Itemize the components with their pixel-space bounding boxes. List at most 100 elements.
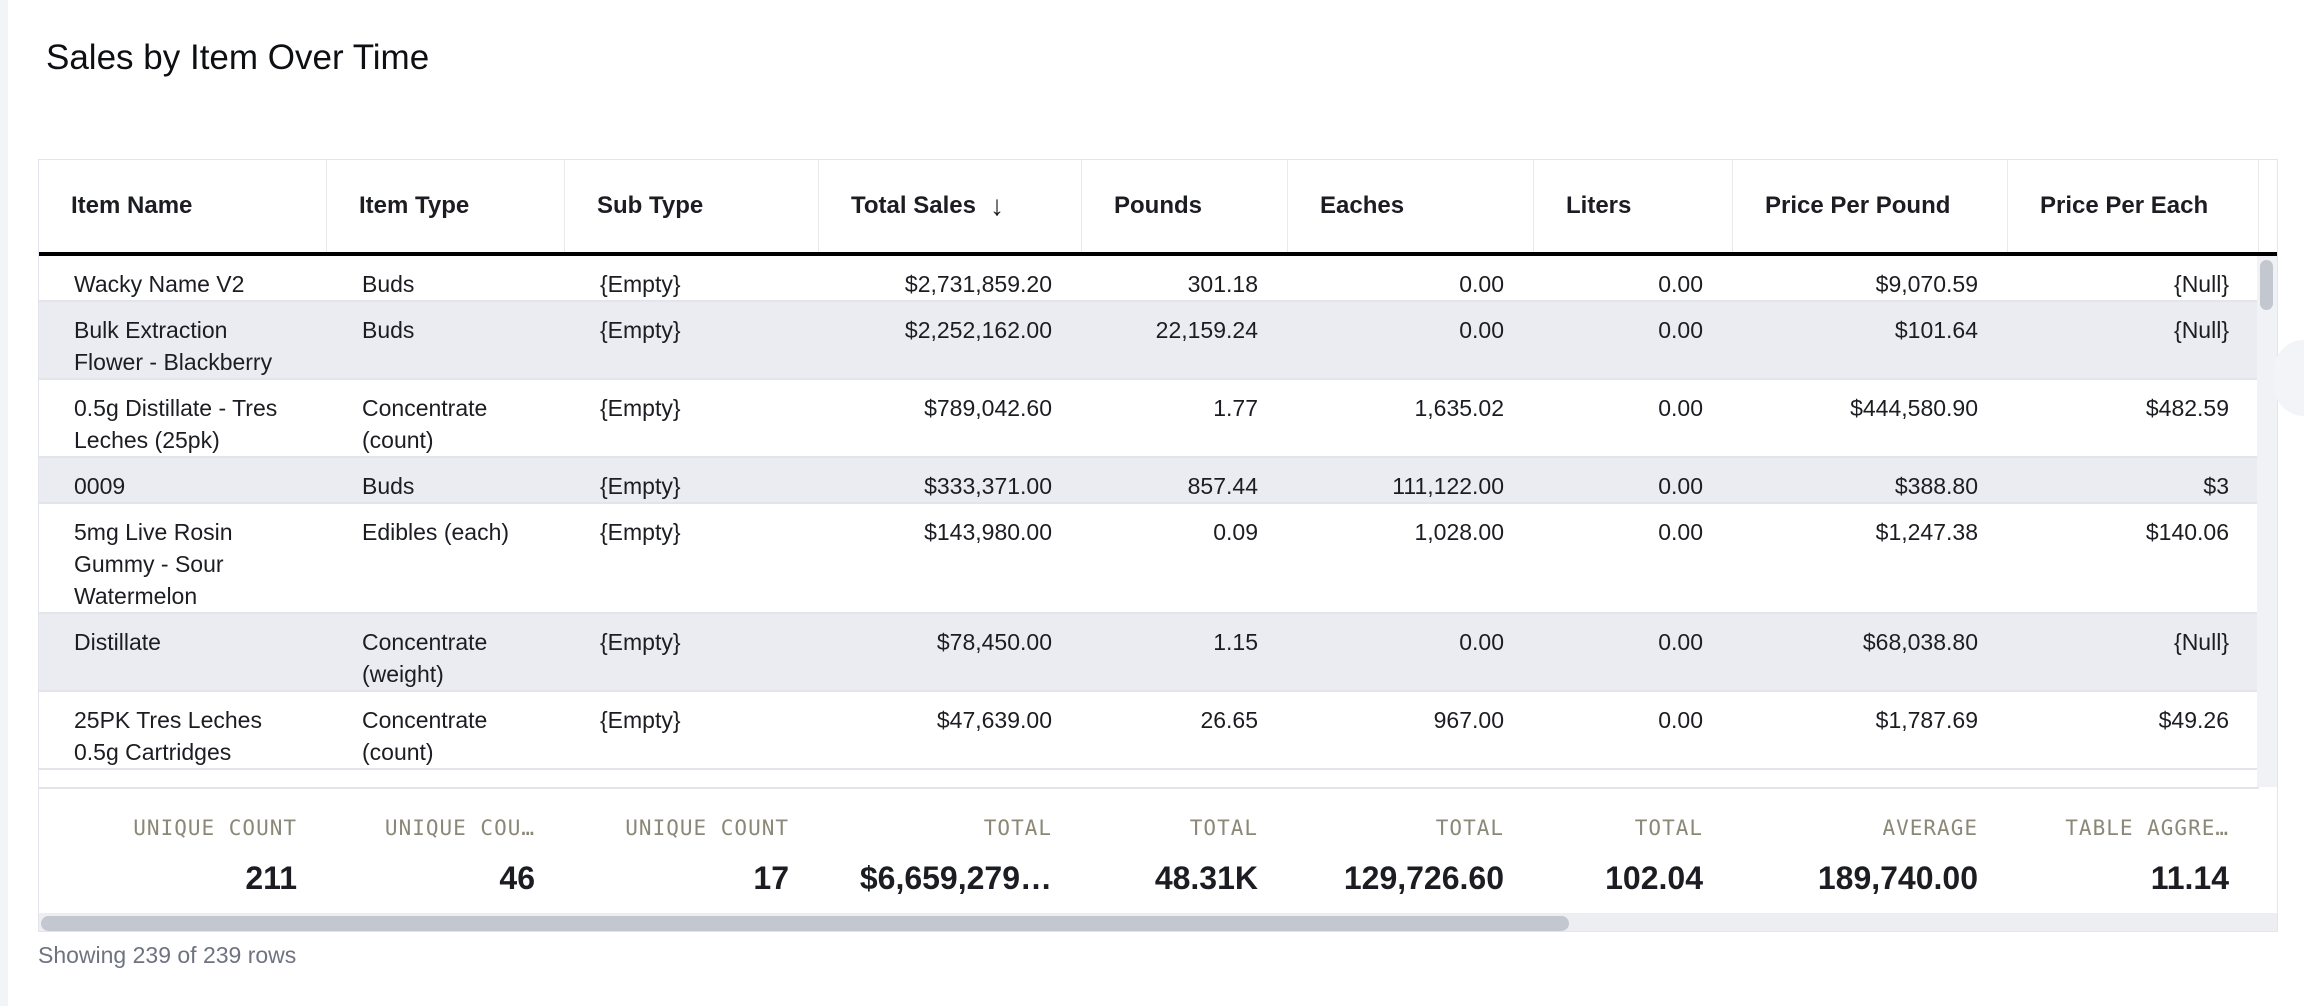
aggregate-label: TOTAL [1189,816,1258,840]
table-cell: $101.64 [1894,317,1978,343]
table-body: Wacky Name V2 Buds {Empty} $2,731,859.20 301… [39,256,2259,787]
column-header-total-sales[interactable]: Total Sales ↓ [819,160,1082,252]
aggregate-value: 46 [499,860,535,896]
aggregate-value: 11.14 [2150,860,2229,896]
table-cell: $9,070.59 [1875,271,1978,297]
aggregate-value: $6,659,279… [859,860,1052,896]
aggregate-label: AVERAGE [1882,816,1978,840]
table-cell: $140.06 [2145,519,2229,545]
table-cell: 0009 [74,473,126,499]
table-cell: {Empty} [600,707,681,733]
table-cell: $482.59 [2145,395,2229,421]
table-cell: Buds [362,317,415,343]
column-header-price-per-pound[interactable]: Price Per Pound [1733,160,2008,252]
horizontal-scrollbar-thumb[interactable] [41,916,1569,931]
column-header-liters[interactable]: Liters [1534,160,1733,252]
horizontal-scrollbar[interactable] [39,913,2277,931]
table-cell: $78,450.00 [936,629,1052,655]
table-cell: Buds [362,473,415,499]
table-row[interactable]: Wacky Name V2 Buds {Empty} $2,731,859.20 301… [39,256,2259,302]
aggregate-value: 211 [245,860,297,896]
column-header-label: Pounds [1114,192,1202,219]
table-row[interactable]: 5mg Live Rosin Gummy - Sour Watermelon Ed… [39,504,2259,614]
table-cell: $444,580.90 [1850,395,1978,421]
table-row[interactable]: 0.5g Distillate - Tres Leches (25pk) Conc… [39,380,2259,458]
table-cell: 1,028.00 [1414,519,1504,545]
table-cell: 5mg Live Rosin Gummy - Sour Watermelon [74,519,233,609]
table-cell: $68,038.80 [1862,629,1978,655]
table-cell: 0.00 [1658,271,1703,297]
column-header-eaches[interactable]: Eaches [1288,160,1534,252]
table-cell: {Empty} [600,317,681,343]
footer-aggregate[interactable]: UNIQUE COUNT 211 [39,789,327,913]
table-cell: 301.18 [1187,271,1258,297]
footer-aggregate[interactable]: TOTAL 129,726.60 [1288,789,1534,913]
aggregate-value: 189,740.00 [1817,860,1978,896]
table-cell: 0.00 [1658,395,1703,421]
aggregate-value: 102.04 [1605,860,1703,896]
column-header-label: Price Per Each [2040,192,2209,219]
table-cell: 0.00 [1658,519,1703,545]
column-header-sub-type[interactable]: Sub Type [565,160,819,252]
footer-aggregate[interactable]: AVERAGE 189,740.00 [1733,789,2008,913]
table-row[interactable]: 25PK Tres Leches 0.5g Cartridges Concentr… [39,692,2259,770]
side-panel-handle[interactable] [2274,340,2304,416]
column-header-label: Liters [1566,192,1632,219]
table-cell: 111,122.00 [1392,473,1504,499]
table-cell: Wacky Name V2 [74,271,245,297]
table-header: Item Name Item Type Sub Type Total Sales ↓ Po… [39,160,2277,256]
table-cell: {Empty} [600,629,681,655]
aggregate-value: 129,726.60 [1343,860,1504,896]
column-header-pounds[interactable]: Pounds [1082,160,1288,252]
aggregate-label: TABLE AGGRE… [2065,816,2229,840]
aggregate-value: 17 [753,860,789,896]
table-cell: $333,371.00 [924,473,1052,499]
footer-aggregate[interactable]: UNIQUE COU… 46 [327,789,565,913]
table-cell: 26.65 [1200,707,1258,733]
page-edge [0,0,8,1006]
footer-aggregate[interactable]: TOTAL 102.04 [1534,789,1733,913]
row-count-status: Showing 239 of 239 rows [38,942,297,968]
aggregate-label: UNIQUE COUNT [625,816,789,840]
table-cell: 0.00 [1459,271,1504,297]
footer-aggregate[interactable]: TOTAL 48.31K [1082,789,1288,913]
table-cell: 0.00 [1459,317,1504,343]
column-header-label: Item Name [71,192,193,219]
footer-aggregate[interactable]: UNIQUE COUNT 17 [565,789,819,913]
column-header-label: Total Sales [851,192,976,219]
table-cell: $789,042.60 [924,395,1052,421]
data-table: Item Name Item Type Sub Type Total Sales ↓ Po… [38,159,2278,932]
aggregate-label: TOTAL [1634,816,1703,840]
table-cell: 1,635.02 [1414,395,1504,421]
footer-aggregate[interactable]: TOTAL $6,659,279… [819,789,1082,913]
table-cell: {Empty} [600,473,681,499]
table-cell: {Null} [2174,271,2229,297]
page-title: Sales by Item Over Time [46,38,430,77]
table-row[interactable]: Distillate Concentrate (weight) {Empty} $78… [39,614,2259,692]
table-cell: {Empty} [600,395,681,421]
table-cell: 0.5g Distillate - Tres Leches (25pk) [74,395,278,453]
column-header-label: Price Per Pound [1765,192,1951,219]
column-header-label: Item Type [359,192,470,219]
table-cell: Concentrate (count) [362,395,488,453]
table-cell: 25PK Tres Leches 0.5g Cartridges [74,707,262,765]
table-cell: 857.44 [1187,473,1258,499]
column-header-label: Sub Type [597,192,704,219]
footer-aggregate[interactable]: TABLE AGGRE… 11.14 [2008,789,2259,913]
table-row[interactable]: 0009 Buds {Empty} $333,371.00 857.44 111,122.… [39,458,2259,504]
table-cell: Bulk Extraction Flower - Blackberry [74,317,273,375]
aggregate-label: TOTAL [983,816,1052,840]
table-cell: $1,787.69 [1875,707,1978,733]
table-cell: $388.80 [1894,473,1978,499]
column-header-item-type[interactable]: Item Type [327,160,565,252]
vertical-scrollbar-thumb[interactable] [2260,260,2273,310]
table-row[interactable]: Bulk Extraction Flower - Blackberry Buds {… [39,302,2259,380]
table-cell: 0.00 [1658,473,1703,499]
vertical-scrollbar[interactable] [2257,256,2277,787]
table-cell: 1.15 [1213,629,1258,655]
aggregate-label: UNIQUE COUNT [133,816,297,840]
column-header-price-per-each[interactable]: Price Per Each [2008,160,2259,252]
aggregate-value: 48.31K [1154,860,1258,896]
table-cell: {Empty} [600,519,681,545]
column-header-item-name[interactable]: Item Name [39,160,327,252]
